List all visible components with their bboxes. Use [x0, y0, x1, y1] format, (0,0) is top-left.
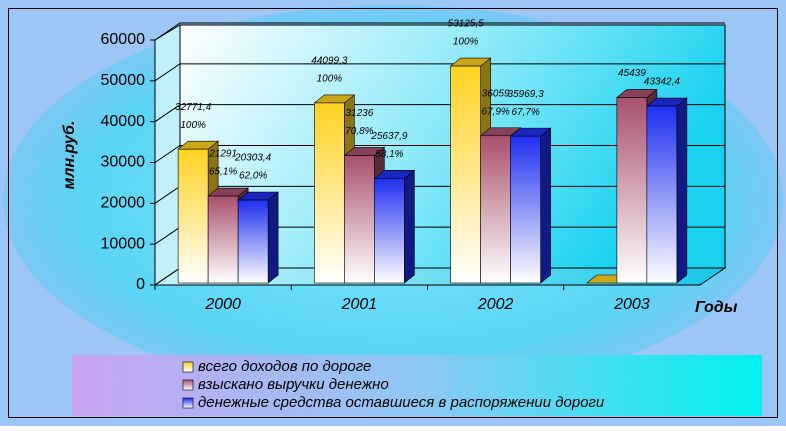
x-tick-label: 2000 — [204, 296, 241, 313]
y-tick-label: 50000 — [101, 72, 146, 89]
value-label: 43342,4 — [644, 77, 681, 88]
share-label: 100% — [317, 74, 343, 85]
bar-side — [540, 127, 551, 284]
bar — [480, 135, 511, 284]
bar — [207, 195, 239, 284]
share-label: 65,1% — [209, 167, 237, 178]
y-axis-label: млн.руб. — [61, 121, 78, 190]
x-axis-label: Годы — [695, 299, 738, 316]
y-tick-label: 0 — [136, 276, 145, 293]
bar — [616, 97, 648, 284]
share-label: 100% — [453, 37, 479, 48]
value-label: 44099,3 — [311, 56, 348, 67]
value-label: 53125,5 — [448, 19, 485, 30]
share-label: 100% — [180, 120, 206, 131]
y-tick-label: 10000 — [101, 235, 146, 252]
share-label: 62,0% — [239, 171, 267, 182]
x-tick-label: 2003 — [613, 296, 650, 313]
value-label: 35969,3 — [508, 89, 545, 100]
frame — [8, 8, 778, 418]
grid-line — [154, 104, 725, 123]
share-label: 58,1% — [375, 149, 403, 160]
value-label: 20303,4 — [234, 153, 272, 164]
bar — [374, 178, 405, 284]
bar-side — [676, 97, 688, 284]
grid-line — [154, 22, 725, 41]
x-tick-label: 2002 — [477, 296, 514, 313]
value-label: 32771,4 — [175, 102, 212, 113]
grid-line — [154, 63, 725, 82]
bars — [177, 57, 688, 284]
legend-label: взыскано выручки денежно — [198, 376, 389, 393]
share-label: 70,8% — [345, 126, 373, 137]
legend-swatch — [182, 379, 194, 391]
bar — [237, 199, 269, 284]
legend-swatch — [182, 361, 194, 373]
share-label: 67,7% — [511, 107, 539, 118]
side-wall — [154, 24, 181, 286]
bar — [510, 135, 541, 284]
value-label: 25637,9 — [370, 131, 408, 142]
y-tick-label: 30000 — [101, 154, 146, 171]
legend-label: всего доходов по дороге — [198, 358, 371, 375]
bar — [344, 155, 375, 284]
value-label: 31236 — [345, 108, 373, 119]
y-tick-label: 20000 — [101, 195, 146, 212]
y-tick-label: 40000 — [101, 113, 146, 130]
value-label: 45439 — [618, 68, 646, 79]
y-tick-label: 60000 — [101, 31, 146, 48]
x-tick-label: 2001 — [341, 296, 378, 313]
legend-label: денежные средства оставшиеся в распоряже… — [198, 394, 605, 411]
bar — [646, 105, 678, 284]
bar — [450, 65, 481, 284]
bar — [314, 102, 345, 284]
bar — [177, 148, 209, 284]
bar-side — [267, 191, 279, 284]
value-label: 21291 — [208, 149, 237, 160]
legend-swatch — [182, 397, 194, 409]
value-label: 36059 — [482, 88, 510, 99]
share-label: 67,9% — [481, 106, 509, 117]
bar-side — [404, 169, 415, 284]
